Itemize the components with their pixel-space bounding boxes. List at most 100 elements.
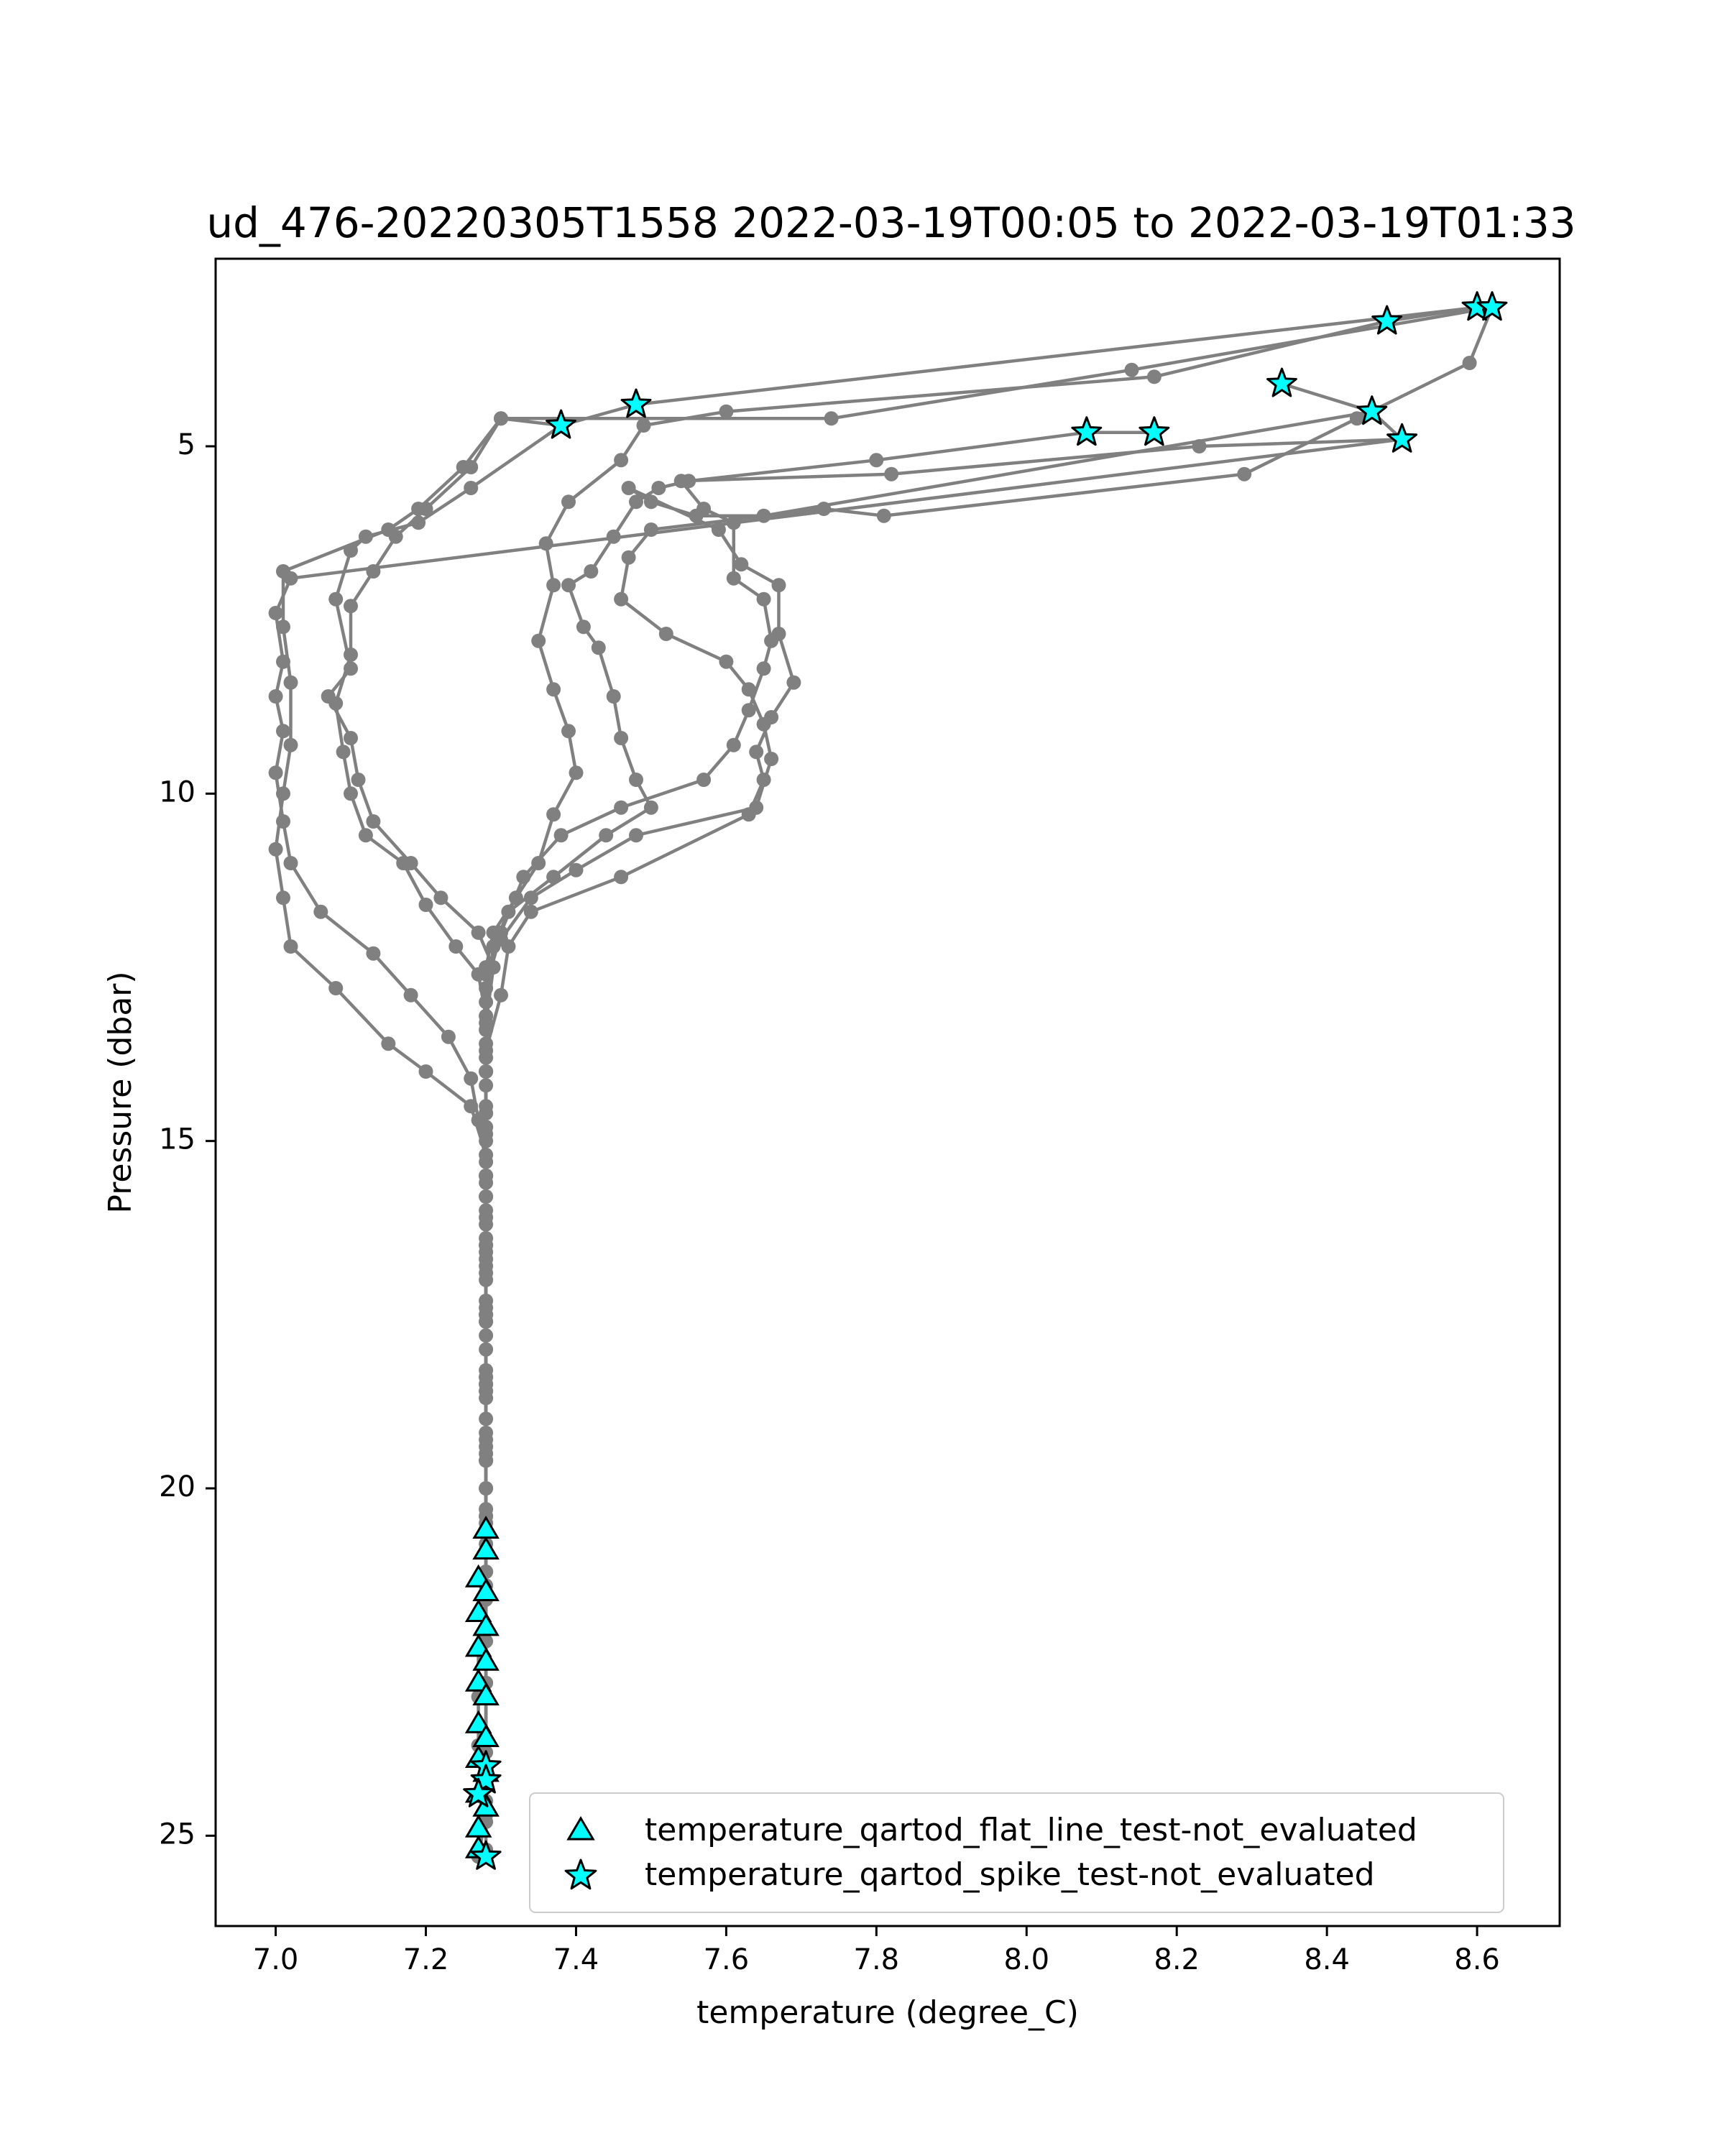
profile-point bbox=[403, 856, 418, 870]
spike-flag-marker bbox=[1476, 291, 1508, 321]
profile-point bbox=[344, 786, 358, 801]
profile-point bbox=[614, 870, 629, 885]
profile-point bbox=[479, 1238, 494, 1253]
profile-point bbox=[1146, 369, 1162, 384]
profile-point bbox=[726, 571, 741, 586]
profile-point bbox=[479, 1099, 494, 1114]
profile-point bbox=[561, 494, 576, 510]
profile-point bbox=[771, 627, 786, 641]
y-tick-label: 15 bbox=[159, 1123, 196, 1156]
profile-point bbox=[621, 481, 636, 495]
profile-point bbox=[494, 411, 508, 426]
profile-point bbox=[276, 654, 290, 669]
spike-flag-marker bbox=[1266, 367, 1297, 397]
profile-point bbox=[471, 1112, 486, 1128]
x-axis-label: temperature (degree_C) bbox=[696, 1994, 1079, 2031]
x-tick-label: 8.6 bbox=[1454, 1943, 1500, 1976]
profile-point bbox=[689, 508, 704, 523]
profile-point bbox=[651, 481, 666, 495]
profile-point bbox=[479, 1023, 494, 1037]
profile-point bbox=[749, 745, 764, 760]
profile-point bbox=[726, 737, 741, 752]
x-tick-label: 7.4 bbox=[553, 1943, 599, 1976]
profile-point bbox=[283, 675, 298, 690]
profile-point bbox=[344, 648, 358, 662]
profile-point bbox=[764, 752, 779, 766]
y-tick-label: 10 bbox=[159, 775, 196, 808]
profile-point bbox=[516, 870, 531, 885]
profile-point bbox=[621, 550, 636, 565]
profile-point bbox=[508, 890, 523, 906]
profile-point bbox=[741, 807, 756, 822]
profile-point bbox=[786, 675, 801, 690]
profile-point bbox=[756, 591, 771, 607]
flat-line-flag-marker bbox=[472, 1682, 500, 1706]
profile-point bbox=[629, 494, 643, 510]
flat-line-flag-marker bbox=[472, 1613, 500, 1636]
profile-point bbox=[479, 1425, 494, 1440]
profile-point bbox=[479, 1133, 494, 1148]
profile-point bbox=[636, 418, 651, 433]
flat-line-flag-marker bbox=[472, 1578, 500, 1602]
profile-point bbox=[464, 1071, 479, 1086]
profile-point bbox=[584, 564, 599, 579]
profile-point bbox=[1462, 356, 1477, 370]
profile-point bbox=[546, 870, 561, 885]
profile-point bbox=[479, 1189, 494, 1204]
spike-flag-marker bbox=[1386, 423, 1418, 453]
legend-triangle-marker bbox=[566, 1816, 595, 1841]
profile-point bbox=[479, 1342, 494, 1357]
profile-point bbox=[569, 862, 584, 877]
profile-point bbox=[523, 890, 538, 906]
profile-point bbox=[756, 773, 771, 787]
spike-flag-marker bbox=[470, 1764, 502, 1794]
profile-point bbox=[358, 828, 373, 843]
profile-point bbox=[328, 981, 344, 995]
profile-point bbox=[441, 1029, 456, 1044]
profile-point bbox=[726, 515, 741, 530]
profile-point bbox=[876, 508, 891, 523]
profile-point bbox=[599, 828, 614, 843]
profile-point bbox=[561, 578, 576, 593]
profile-point bbox=[358, 529, 373, 544]
profile-point bbox=[756, 661, 771, 676]
profile-point bbox=[591, 640, 606, 655]
profile-point bbox=[561, 724, 576, 739]
profile-point bbox=[1349, 411, 1364, 426]
x-tick-label: 7.6 bbox=[704, 1943, 750, 1976]
profile-point bbox=[643, 800, 658, 815]
profile-point bbox=[479, 1453, 494, 1468]
spike-flag-marker bbox=[1371, 305, 1403, 335]
profile-point bbox=[553, 828, 569, 843]
profile-point bbox=[479, 1481, 494, 1496]
profile-point bbox=[344, 731, 358, 745]
profile-point bbox=[884, 466, 899, 482]
flat-line-flag-marker bbox=[472, 1537, 500, 1560]
profile-point bbox=[313, 904, 328, 919]
profile-point bbox=[276, 890, 290, 906]
y-tick-label: 5 bbox=[178, 428, 196, 461]
profile-point bbox=[268, 606, 283, 620]
profile-point bbox=[403, 987, 418, 1003]
legend-star-marker bbox=[564, 1858, 597, 1890]
profile-point bbox=[1237, 466, 1252, 482]
profile-point bbox=[479, 1064, 494, 1079]
profile-point bbox=[643, 522, 658, 537]
x-tick-label: 7.8 bbox=[854, 1943, 900, 1976]
profile-point bbox=[771, 578, 786, 593]
x-tick-label: 7.0 bbox=[253, 1943, 299, 1976]
profile-point bbox=[336, 745, 351, 760]
profile-point bbox=[418, 898, 433, 912]
x-tick-label: 8.4 bbox=[1304, 1943, 1350, 1976]
profile-point bbox=[523, 904, 538, 919]
profile-point bbox=[719, 654, 734, 669]
spike-flag-marker bbox=[546, 409, 576, 439]
profile-point bbox=[366, 946, 381, 961]
legend-label-flat-line: temperature_qartod_flat_line_test-not_ev… bbox=[645, 1812, 1417, 1848]
profile-point bbox=[531, 856, 546, 870]
profile-point bbox=[268, 765, 283, 780]
flat-line-flag-marker bbox=[472, 1724, 500, 1748]
profile-point bbox=[538, 536, 553, 551]
profile-point bbox=[268, 689, 283, 704]
